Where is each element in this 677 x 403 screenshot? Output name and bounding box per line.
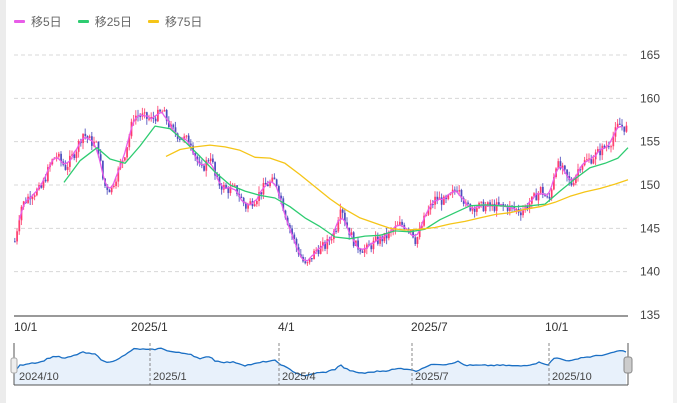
x-axis-labels: 10/1 2025/1 4/1 2025/7 10/1 xyxy=(14,320,569,334)
x-tick-label: 10/1 xyxy=(545,320,569,334)
x-tick-label: 2025/7 xyxy=(411,320,448,334)
ma25-swatch-icon xyxy=(77,20,89,23)
legend-label-ma25: 移25日 xyxy=(94,15,133,29)
x-tick-label: 10/1 xyxy=(14,320,38,334)
navigator-line xyxy=(13,347,627,377)
navigator-label: 2025/4 xyxy=(282,371,316,383)
y-tick-label: 160 xyxy=(640,91,660,105)
ma25-line xyxy=(63,125,629,240)
legend: 移5日 移25日 移75日 xyxy=(14,13,202,30)
navigator-right-handle[interactable] xyxy=(623,356,633,374)
navigator-label: 2025/7 xyxy=(415,371,449,383)
legend-item-ma25[interactable]: 移25日 xyxy=(77,13,133,30)
candlesticks xyxy=(14,105,628,266)
y-tick-label: 165 xyxy=(640,48,660,62)
y-tick-label: 155 xyxy=(640,135,660,149)
legend-item-ma75[interactable]: 移75日 xyxy=(148,13,202,30)
legend-label-ma75: 移75日 xyxy=(165,15,203,29)
moving-average-lines xyxy=(18,112,629,262)
x-tick-label: 2025/1 xyxy=(131,320,168,334)
ma5-line xyxy=(18,112,623,262)
ma75-swatch-icon xyxy=(148,20,160,23)
right-edge xyxy=(673,0,677,403)
y-tick-label: 140 xyxy=(640,265,660,279)
navigator-area xyxy=(14,348,626,385)
legend-item-ma5[interactable]: 移5日 xyxy=(14,13,62,30)
navigator-label: 2025/1 xyxy=(153,371,187,383)
y-axis-labels: 135 140 145 150 155 160 165 xyxy=(640,48,660,322)
left-edge xyxy=(0,0,6,403)
navigator-label: 2024/10 xyxy=(19,371,59,383)
y-tick-label: 150 xyxy=(640,178,660,192)
navigator-label: 2025/10 xyxy=(552,371,592,383)
ma5-swatch-icon xyxy=(14,20,25,23)
legend-label-ma5: 移5日 xyxy=(31,15,62,29)
range-navigator[interactable]: 2024/10 2025/1 2025/4 2025/7 2025/10 xyxy=(10,343,633,386)
ma75-line xyxy=(165,144,629,231)
x-tick-label: 4/1 xyxy=(278,320,295,334)
y-tick-label: 145 xyxy=(640,221,660,235)
y-tick-label: 135 xyxy=(640,308,660,322)
grid-lines xyxy=(14,54,628,273)
navigator-left-handle[interactable] xyxy=(10,357,18,374)
